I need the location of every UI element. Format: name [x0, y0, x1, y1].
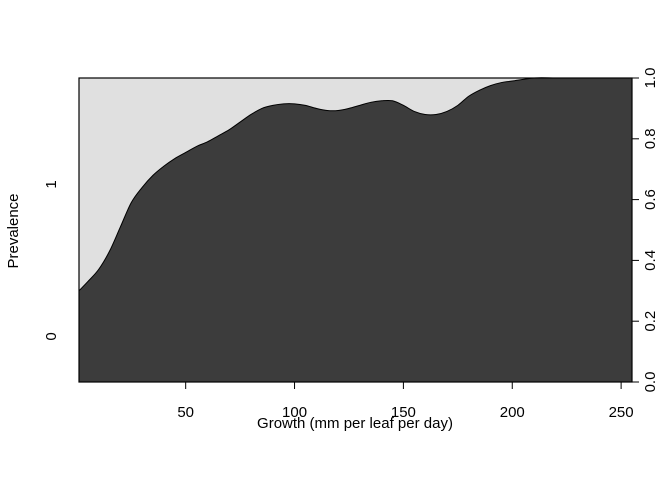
plot-area [78, 77, 632, 383]
x-tick-label: 250 [609, 404, 634, 421]
y-category-label: 1 [43, 180, 60, 188]
x-tick-label: 100 [282, 404, 307, 421]
axes: 50 100 150 200 250 0.0 0.2 0.4 0.6 0.8 1.0 0 1 [43, 68, 659, 421]
area-category-1 [79, 77, 632, 383]
boundary-line [78, 77, 632, 292]
y-category-label: 0 [43, 332, 60, 340]
x-tick-label: 200 [500, 404, 525, 421]
y-right-tick-label: 0.0 [642, 372, 659, 393]
y-right-tick-label: 1.0 [642, 68, 659, 89]
y-right-tick-label: 0.8 [642, 128, 659, 149]
y-right-tick-label: 0.6 [642, 189, 659, 210]
x-tick-label: 150 [391, 404, 416, 421]
x-axis-label: Growth (mm per leaf per day) [257, 415, 453, 432]
y-axis-label: Prevalence [5, 193, 22, 268]
y-right-tick-label: 0.4 [642, 250, 659, 271]
y-right-tick-label: 0.2 [642, 311, 659, 332]
x-tick-label: 50 [177, 404, 194, 421]
